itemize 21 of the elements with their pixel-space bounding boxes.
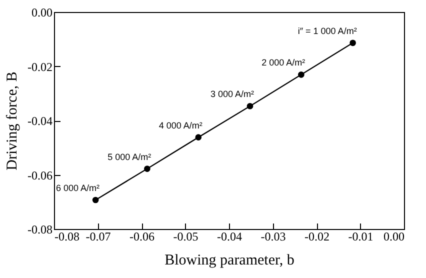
annotation: 2 000 A/m² — [262, 58, 306, 68]
x-tick-label: 0.00 — [384, 230, 404, 244]
x-tick-label: -0.05 — [173, 230, 198, 244]
annotation: 4 000 A/m² — [158, 120, 202, 130]
annotation: 3 000 A/m² — [210, 89, 254, 100]
annotation: 6 000 A/m² — [56, 182, 100, 193]
x-axis-title: Blowing parameter, b — [164, 252, 294, 268]
x-tick-label: -0.03 — [260, 230, 286, 244]
x-tick-label: -0.06 — [130, 230, 154, 244]
x-tick-label: -0.08 — [54, 230, 80, 244]
annotation: i″ = 1 000 A/m² — [298, 26, 357, 36]
y-tick-label: -0.06 — [28, 168, 52, 182]
x-tick-label: -0.07 — [86, 230, 111, 244]
y-tick-label: -0.02 — [28, 60, 52, 74]
y-axis-title: Driving force, B — [4, 72, 21, 170]
annotation: 5 000 A/m² — [108, 152, 152, 162]
y-tick-label: 0.00 — [32, 6, 52, 20]
y-tick-label: -0.04 — [28, 114, 52, 128]
x-tick-label: -0.04 — [217, 230, 242, 244]
x-tick-label: -0.01 — [348, 230, 374, 244]
x-tick-label: -0.02 — [304, 230, 330, 244]
